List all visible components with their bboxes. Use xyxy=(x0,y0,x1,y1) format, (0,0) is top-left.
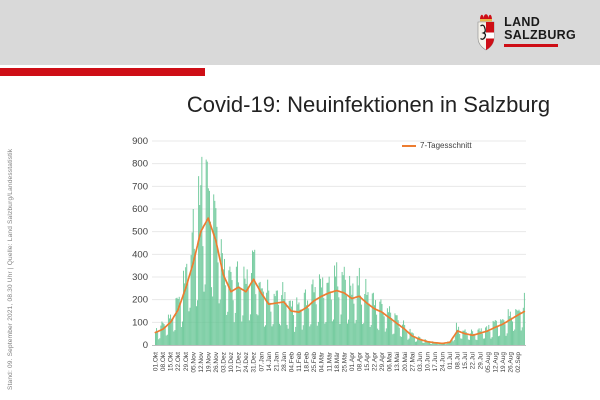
svg-text:08.Jul: 08.Jul xyxy=(455,351,462,369)
svg-text:01.Apr: 01.Apr xyxy=(349,351,356,371)
svg-text:15.Okt: 15.Okt xyxy=(168,352,175,371)
svg-text:04.Feb: 04.Feb xyxy=(288,352,295,373)
svg-text:05.Nov: 05.Nov xyxy=(190,351,197,372)
svg-text:06.Mai: 06.Mai xyxy=(387,352,394,372)
svg-text:31.Dez: 31.Dez xyxy=(251,352,258,373)
salzburg-coat-of-arms-icon xyxy=(477,14,495,51)
svg-text:17.Jun: 17.Jun xyxy=(432,352,439,372)
svg-text:20.Mai: 20.Mai xyxy=(402,352,409,372)
svg-text:29.Okt: 29.Okt xyxy=(183,352,190,371)
svg-text:22.Jul: 22.Jul xyxy=(470,351,477,369)
svg-text:04.Mär: 04.Mär xyxy=(319,351,326,372)
svg-text:200: 200 xyxy=(132,295,148,306)
svg-text:21.Jan: 21.Jan xyxy=(273,352,280,372)
svg-text:15.Apr: 15.Apr xyxy=(364,351,371,371)
svg-text:0: 0 xyxy=(143,340,148,351)
page-title: Covid-19: Neuinfektionen in Salzburg xyxy=(186,92,551,117)
svg-text:03.Dez: 03.Dez xyxy=(221,352,228,373)
svg-text:22.Okt: 22.Okt xyxy=(175,352,182,371)
logo-underline xyxy=(504,43,559,47)
header-band xyxy=(0,0,600,65)
svg-text:11.Feb: 11.Feb xyxy=(296,352,303,372)
logo-text-land: LAND xyxy=(504,14,541,29)
svg-text:27.Mai: 27.Mai xyxy=(409,352,416,372)
chart-legend: 7-Tagesschnitt xyxy=(402,141,472,150)
svg-text:22.Apr: 22.Apr xyxy=(372,351,379,371)
svg-text:08.Okt: 08.Okt xyxy=(160,352,167,371)
svg-text:01.Jul: 01.Jul xyxy=(447,351,454,369)
svg-text:19.Nov: 19.Nov xyxy=(205,351,212,372)
svg-text:500: 500 xyxy=(132,227,148,238)
legend-label: 7-Tagesschnitt xyxy=(420,141,472,150)
land-salzburg-logo: LAND SALZBURG xyxy=(475,11,576,51)
svg-text:800: 800 xyxy=(132,159,148,170)
svg-text:13.Mai: 13.Mai xyxy=(394,352,401,372)
svg-text:400: 400 xyxy=(132,249,148,260)
svg-text:08.Apr: 08.Apr xyxy=(356,351,363,371)
svg-text:24.Dez: 24.Dez xyxy=(243,352,250,373)
svg-text:07.Jan: 07.Jan xyxy=(258,352,265,372)
svg-text:02.Sep: 02.Sep xyxy=(515,352,522,373)
logo-text-salzburg: SALZBURG xyxy=(504,27,576,42)
svg-text:29.Apr: 29.Apr xyxy=(379,351,386,371)
svg-text:28.Jan: 28.Jan xyxy=(281,352,288,372)
legend-line-swatch xyxy=(402,144,416,147)
svg-text:26.Nov: 26.Nov xyxy=(213,351,220,372)
svg-text:700: 700 xyxy=(132,181,148,192)
svg-text:29.Jul: 29.Jul xyxy=(477,351,484,369)
svg-text:25.Feb: 25.Feb xyxy=(311,352,318,373)
svg-text:01.Okt: 01.Okt xyxy=(153,352,160,371)
svg-text:25.Mär: 25.Mär xyxy=(341,351,348,372)
svg-text:100: 100 xyxy=(132,317,148,328)
svg-text:15.Jul: 15.Jul xyxy=(462,351,469,369)
svg-text:17.Dez: 17.Dez xyxy=(236,352,243,373)
svg-text:600: 600 xyxy=(132,204,148,215)
svg-text:18.Mär: 18.Mär xyxy=(334,351,341,372)
svg-text:10.Jun: 10.Jun xyxy=(424,352,431,372)
svg-text:12.Aug: 12.Aug xyxy=(492,352,499,373)
svg-text:10.Dez: 10.Dez xyxy=(228,352,235,373)
svg-text:12.Nov: 12.Nov xyxy=(198,351,205,372)
svg-text:300: 300 xyxy=(132,272,148,283)
svg-text:24.Jun: 24.Jun xyxy=(440,352,447,372)
svg-text:05.Aug: 05.Aug xyxy=(485,352,492,373)
svg-text:14.Jan: 14.Jan xyxy=(266,352,273,372)
svg-text:19.Aug: 19.Aug xyxy=(500,352,507,373)
accent-bar xyxy=(0,68,205,76)
svg-text:18.Feb: 18.Feb xyxy=(304,352,311,373)
svg-text:03.Jun: 03.Jun xyxy=(417,352,424,372)
svg-text:900: 900 xyxy=(132,136,148,147)
svg-text:26.Aug: 26.Aug xyxy=(507,352,514,373)
svg-text:11.Mär: 11.Mär xyxy=(326,351,333,372)
